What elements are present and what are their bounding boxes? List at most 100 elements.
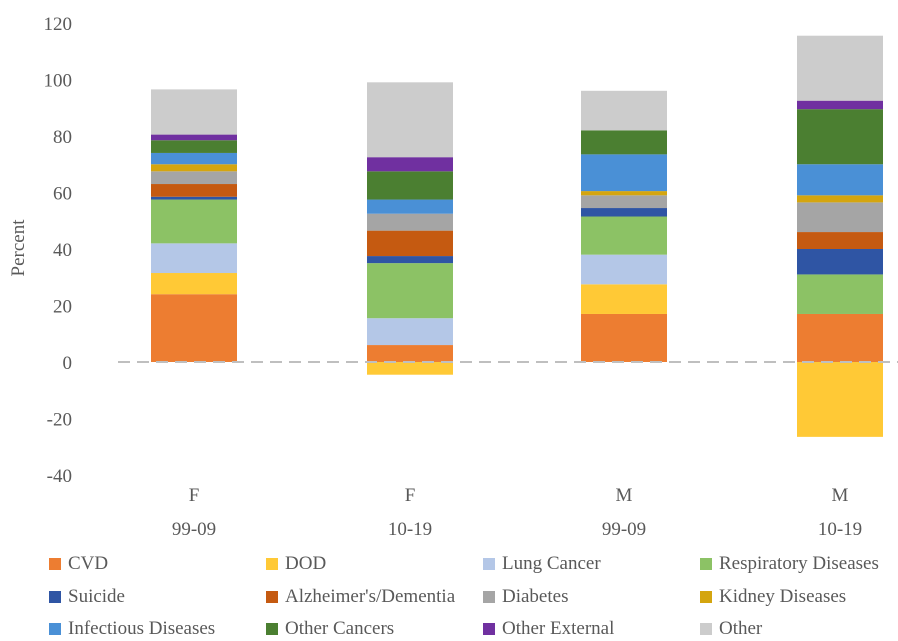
bar-segment-infectious-diseases (367, 199, 453, 214)
bar-segment-respiratory-diseases (581, 216, 667, 255)
bar-segment-dod (151, 273, 237, 295)
legend-item: Other External (483, 618, 614, 640)
legend-item: Lung Cancer (483, 553, 601, 575)
legend-label: CVD (68, 553, 109, 574)
bar-segment-other (151, 89, 237, 135)
bar-segment-other (367, 82, 453, 158)
x-tick-label-group: F (189, 485, 200, 506)
legend-swatch (49, 591, 61, 603)
bar-segment-infectious-diseases (581, 154, 667, 192)
legend-swatch (49, 558, 61, 570)
y-axis-label: Percent (8, 219, 29, 277)
bar-segment-other-cancers (367, 171, 453, 200)
y-tick-label: 40 (53, 240, 72, 261)
legend: CVD DOD Lung Cancer Respiratory Diseases Sui… (0, 548, 898, 641)
legend-label: Alzheimer's/Dementia (285, 586, 456, 607)
bar-segment-other-cancers (797, 109, 883, 165)
y-axis-ticks: -40 -20 0 20 40 60 80 100 120 (44, 14, 73, 487)
legend-swatch (483, 623, 495, 635)
legend-item: Diabetes (483, 586, 568, 608)
legend-item: Alzheimer's/Dementia (266, 586, 455, 608)
bar-segment-other (797, 35, 883, 101)
legend-swatch (266, 558, 278, 570)
bar-segment-suicide (581, 208, 667, 217)
legend-swatch (700, 623, 712, 635)
legend-swatch (700, 558, 712, 570)
legend-item: CVD (49, 553, 108, 575)
y-tick-label: -20 (47, 410, 72, 431)
legend-item: Other (700, 618, 762, 640)
bar-segment-lung-cancer (367, 318, 453, 346)
legend-label: Other External (502, 618, 615, 639)
x-tick-label-period: 10-19 (818, 519, 862, 540)
bar-stack (151, 89, 237, 362)
x-axis-labels: F 99-09 F 10-19 M 99-09 M 10-19 (172, 485, 862, 540)
bars (151, 35, 883, 437)
bar-segment-respiratory-diseases (797, 274, 883, 314)
legend-swatch (483, 591, 495, 603)
legend-swatch (266, 591, 278, 603)
x-tick-label-group: F (405, 485, 416, 506)
bar-segment-cvd (367, 345, 453, 362)
legend-label: Other (719, 618, 763, 639)
bar-segment-alzheimer-s-dementia (367, 230, 453, 257)
y-tick-label: -40 (47, 466, 72, 487)
bar-segment-dod (581, 284, 667, 314)
stacked-bar-chart: Percent -40 -20 0 20 40 60 80 100 120 F 99-09 F 10-… (8, 14, 898, 540)
bar-stack (797, 35, 883, 437)
bar-segment-alzheimer-s-dementia (151, 184, 237, 197)
bar-segment-alzheimer-s-dementia (797, 232, 883, 249)
legend-label: Suicide (68, 586, 125, 607)
bar-segment-respiratory-diseases (151, 199, 237, 244)
bar-segment-suicide (367, 256, 453, 264)
bar-segment-cvd (797, 313, 883, 362)
bar-segment-kidney-diseases (581, 191, 667, 196)
legend-swatch (266, 623, 278, 635)
bar-segment-diabetes (581, 195, 667, 209)
bar-stack (581, 90, 667, 362)
legend-label: Kidney Diseases (719, 586, 847, 607)
bar-segment-cvd (581, 313, 667, 362)
y-tick-label: 80 (53, 127, 72, 148)
bar-segment-diabetes (151, 171, 237, 185)
bar-segment-kidney-diseases (151, 164, 237, 172)
y-tick-label: 20 (53, 297, 72, 318)
y-tick-label: 0 (63, 353, 73, 374)
bar-segment-other-external (367, 157, 453, 172)
legend-swatch (483, 558, 495, 570)
x-tick-label-group: M (616, 485, 633, 506)
bar-stack (367, 82, 453, 375)
x-tick-label-period: 99-09 (172, 519, 216, 540)
y-tick-label: 60 (53, 184, 72, 205)
bar-segment-lung-cancer (581, 254, 667, 285)
bar-segment-kidney-diseases (797, 195, 883, 203)
x-tick-label-period: 10-19 (388, 519, 432, 540)
y-tick-label: 100 (44, 71, 73, 92)
legend-label: Infectious Diseases (68, 618, 216, 639)
bar-segment-other-cancers (581, 130, 667, 155)
legend-swatch (49, 623, 61, 635)
x-tick-label-group: M (832, 485, 849, 506)
legend-item: Suicide (49, 586, 125, 608)
legend-item: DOD (266, 553, 326, 575)
x-tick-label-period: 99-09 (602, 519, 646, 540)
legend-item: Respiratory Diseases (700, 553, 879, 575)
bar-segment-diabetes (797, 202, 883, 233)
bar-segment-dod (367, 362, 453, 375)
legend-item: Kidney Diseases (700, 586, 846, 608)
legend-label: Diabetes (502, 586, 569, 607)
legend-label: DOD (285, 553, 327, 574)
bar-segment-dod (797, 362, 883, 437)
bar-segment-other-external (797, 100, 883, 110)
legend-item: Infectious Diseases (49, 618, 215, 640)
bar-segment-other-cancers (151, 140, 237, 153)
bar-segment-suicide (151, 196, 237, 200)
bar-segment-infectious-diseases (151, 152, 237, 165)
bar-segment-respiratory-diseases (367, 263, 453, 319)
y-tick-label: 120 (44, 14, 73, 35)
legend-label: Respiratory Diseases (719, 553, 879, 574)
bar-segment-other-external (151, 134, 237, 141)
bar-segment-infectious-diseases (797, 164, 883, 196)
bar-segment-lung-cancer (151, 243, 237, 274)
legend-label: Other Cancers (285, 618, 395, 639)
